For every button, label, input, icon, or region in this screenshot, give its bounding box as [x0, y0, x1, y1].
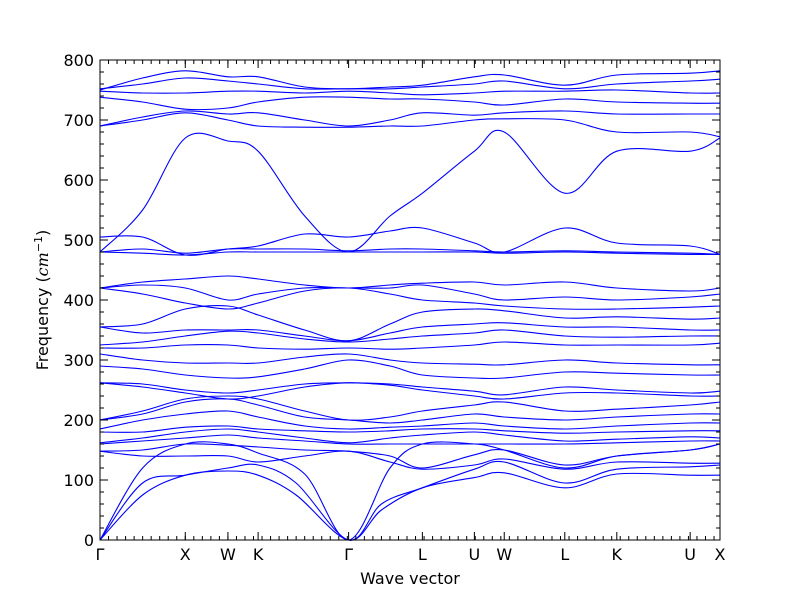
axes-frame — [99, 59, 721, 541]
plot-area — [99, 70, 721, 541]
band-line-29 — [99, 96, 721, 111]
band-line-8 — [99, 425, 721, 434]
x-tick-label: K — [253, 545, 264, 564]
y-axis-label-close: ) — [33, 230, 52, 236]
band-line-9 — [99, 410, 721, 430]
band-line-30 — [99, 89, 721, 96]
x-tick-label: L — [418, 545, 427, 564]
band-line-22 — [99, 275, 721, 292]
y-tick-label: 500 — [63, 231, 94, 250]
band-line-32 — [99, 77, 721, 90]
band-line-26 — [99, 129, 721, 253]
band-line-17 — [99, 329, 721, 346]
y-tick-label: 400 — [63, 291, 94, 310]
band-line-18 — [99, 322, 721, 342]
y-tick-label: 600 — [63, 171, 94, 190]
x-tick-label: K — [612, 545, 623, 564]
band-line-25 — [99, 226, 721, 256]
band-line-27 — [99, 112, 721, 138]
band-line-14 — [99, 359, 721, 380]
band-line-21 — [99, 284, 721, 301]
x-tick-label: X — [715, 545, 726, 564]
x-axis-label: Wave vector — [360, 569, 460, 588]
y-tick-label: 700 — [63, 111, 94, 130]
x-tick-label: W — [496, 545, 512, 564]
band-line-28 — [99, 110, 720, 127]
y-axis-label: Frequency (cm−1) — [32, 230, 53, 371]
x-tick-label: L — [560, 545, 569, 564]
band-line-7 — [99, 428, 721, 444]
band-line-3 — [99, 441, 721, 541]
y-axis-label-exponent: −1 — [32, 236, 45, 252]
y-tick-label: 100 — [63, 471, 94, 490]
band-line-4 — [99, 450, 721, 470]
x-tick-label: W — [220, 545, 236, 564]
x-tick-label: X — [180, 545, 191, 564]
x-tick-label: U — [469, 545, 481, 564]
band-line-5 — [99, 443, 721, 469]
y-tick-label: 800 — [63, 51, 94, 70]
band-line-15 — [99, 353, 721, 366]
band-line-10 — [99, 398, 721, 424]
band-line-19 — [99, 305, 721, 342]
y-tick-label: 0 — [84, 531, 94, 550]
y-axis-label-unit: cm — [33, 252, 52, 276]
band-line-2 — [99, 460, 721, 541]
band-line-11 — [99, 395, 721, 421]
y-axis: 0 100 200 300 400 500 600 700 800 — [63, 51, 720, 550]
x-tick-label: Γ — [96, 545, 105, 564]
band-line-31 — [99, 70, 721, 91]
band-line-12 — [99, 382, 721, 400]
x-tick-label: Γ — [344, 545, 353, 564]
x-tick-label: U — [684, 545, 696, 564]
y-axis-label-text: Frequency ( — [33, 276, 52, 370]
band-line-16 — [99, 341, 721, 350]
band-line-6 — [99, 434, 721, 445]
y-tick-label: 200 — [63, 411, 94, 430]
band-line-1 — [99, 470, 721, 541]
band-line-20 — [99, 287, 721, 310]
y-tick-label: 300 — [63, 351, 94, 370]
band-line-13 — [99, 382, 721, 396]
band-line-24 — [99, 248, 721, 255]
